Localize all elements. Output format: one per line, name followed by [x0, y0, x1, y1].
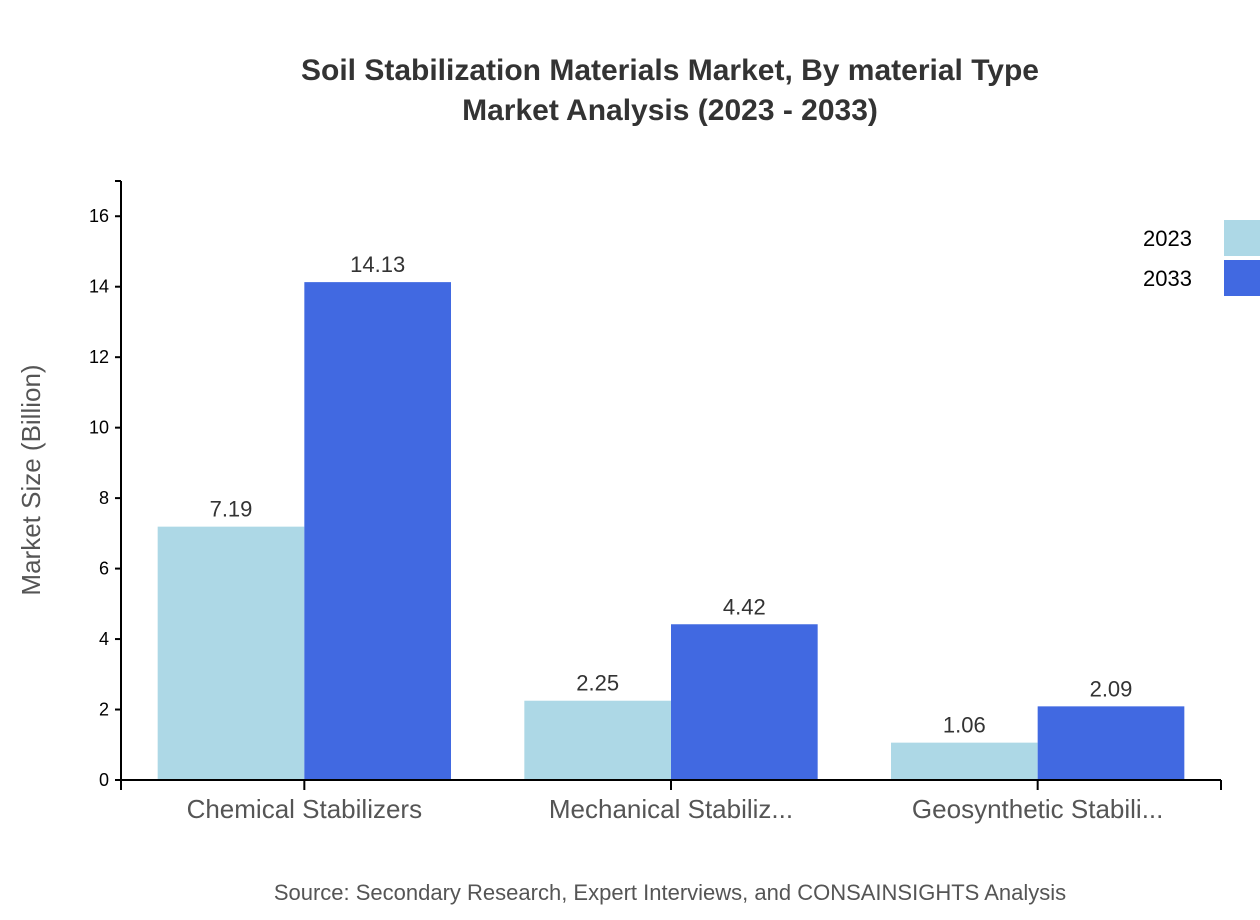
bar-2033 [1037, 706, 1185, 780]
legend-label: 2023 [1143, 226, 1192, 251]
y-tick-label: 4 [99, 629, 109, 649]
data-label: 14.13 [350, 252, 405, 277]
data-label: 2.25 [576, 671, 619, 696]
y-tick-label: 16 [89, 206, 109, 226]
bar-2023 [524, 700, 671, 780]
legend-label: 2033 [1143, 266, 1192, 291]
data-label: 4.42 [723, 594, 766, 619]
source-note: Source: Secondary Research, Expert Inter… [274, 880, 1066, 905]
bar-2033 [671, 624, 818, 780]
y-tick-label: 6 [99, 559, 109, 579]
bar-2033 [304, 282, 451, 780]
y-tick-label: 10 [89, 418, 109, 438]
y-axis: 0 2 4 6 8 10 12 14 16 [89, 180, 122, 790]
legend-swatch [1224, 260, 1260, 296]
x-tick-label: Geosynthetic Stabili... [912, 794, 1163, 824]
y-tick-label: 0 [99, 770, 109, 790]
bar-2023 [891, 742, 1038, 780]
bar-2023 [157, 526, 305, 780]
legend-swatch [1224, 220, 1260, 256]
data-label: 7.19 [210, 497, 253, 522]
y-tick-label: 2 [99, 700, 109, 720]
data-label: 2.09 [1090, 676, 1133, 701]
y-tick-label: 14 [89, 277, 109, 297]
y-tick-label: 8 [99, 488, 109, 508]
y-tick-label: 12 [89, 347, 109, 367]
legend: 2023 2033 [1143, 220, 1260, 296]
data-label: 1.06 [943, 713, 986, 738]
x-axis: Chemical Stabilizers Mechanical Stabiliz.… [120, 779, 1222, 824]
x-tick-label: Mechanical Stabiliz... [549, 794, 793, 824]
chart-subtitle: Market Analysis (2023 - 2033) [462, 94, 878, 127]
chart-title: Soil Stabilization Materials Market, By … [301, 54, 1039, 87]
y-axis-label: Market Size (Billion) [16, 364, 46, 595]
x-tick-label: Chemical Stabilizers [187, 794, 423, 824]
